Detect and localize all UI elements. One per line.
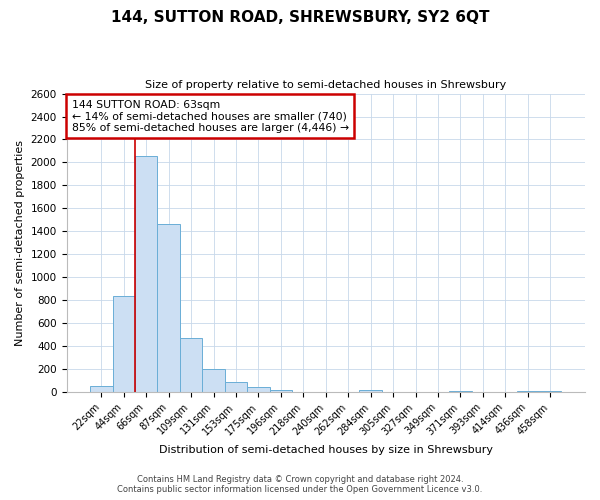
Bar [90,386,113,392]
Bar [539,391,562,392]
Bar [225,382,247,392]
Text: Contains public sector information licensed under the Open Government Licence v3: Contains public sector information licen… [118,485,482,494]
Bar [517,391,539,392]
Bar [247,388,269,392]
Bar [359,390,382,392]
Text: Contains HM Land Registry data © Crown copyright and database right 2024.: Contains HM Land Registry data © Crown c… [137,475,463,484]
Bar [157,224,180,392]
Bar [202,369,225,392]
Bar [180,338,202,392]
Bar [135,156,157,392]
Text: 144, SUTTON ROAD, SHREWSBURY, SY2 6QT: 144, SUTTON ROAD, SHREWSBURY, SY2 6QT [111,10,489,25]
Title: Size of property relative to semi-detached houses in Shrewsbury: Size of property relative to semi-detach… [145,80,506,90]
Y-axis label: Number of semi-detached properties: Number of semi-detached properties [15,140,25,346]
Text: 144 SUTTON ROAD: 63sqm
← 14% of semi-detached houses are smaller (740)
85% of se: 144 SUTTON ROAD: 63sqm ← 14% of semi-det… [72,100,349,132]
X-axis label: Distribution of semi-detached houses by size in Shrewsbury: Distribution of semi-detached houses by … [159,445,493,455]
Bar [449,390,472,392]
Bar [113,296,135,392]
Bar [269,390,292,392]
